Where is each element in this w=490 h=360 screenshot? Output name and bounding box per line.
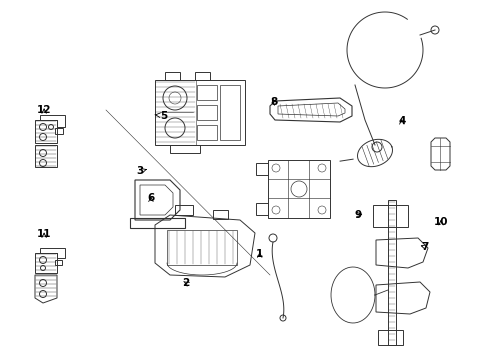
Text: 5: 5 — [155, 111, 168, 121]
Text: 12: 12 — [37, 105, 51, 115]
Text: 1: 1 — [256, 249, 263, 259]
Text: 10: 10 — [434, 217, 448, 227]
Bar — [165, 72, 180, 80]
Bar — [55, 128, 63, 134]
Text: 2: 2 — [183, 278, 190, 288]
Bar — [197, 125, 217, 140]
Bar — [197, 105, 217, 120]
Bar — [175, 205, 193, 215]
Text: 6: 6 — [147, 193, 154, 203]
Text: 4: 4 — [398, 116, 406, 126]
Bar — [195, 72, 210, 80]
Bar — [220, 85, 240, 140]
Bar — [155, 80, 245, 145]
Bar — [373, 205, 408, 227]
Bar — [256, 203, 268, 215]
Bar — [197, 85, 217, 100]
Text: 7: 7 — [421, 242, 429, 252]
Bar — [170, 145, 200, 153]
Text: 3: 3 — [136, 166, 147, 176]
Bar — [388, 200, 396, 345]
Bar — [256, 163, 268, 175]
Bar — [55, 260, 62, 265]
Bar — [378, 330, 403, 345]
Bar — [268, 160, 330, 218]
Bar — [213, 210, 228, 219]
Text: 9: 9 — [354, 210, 362, 220]
Bar — [130, 218, 185, 228]
Text: 8: 8 — [271, 97, 278, 107]
Text: 11: 11 — [37, 229, 51, 239]
